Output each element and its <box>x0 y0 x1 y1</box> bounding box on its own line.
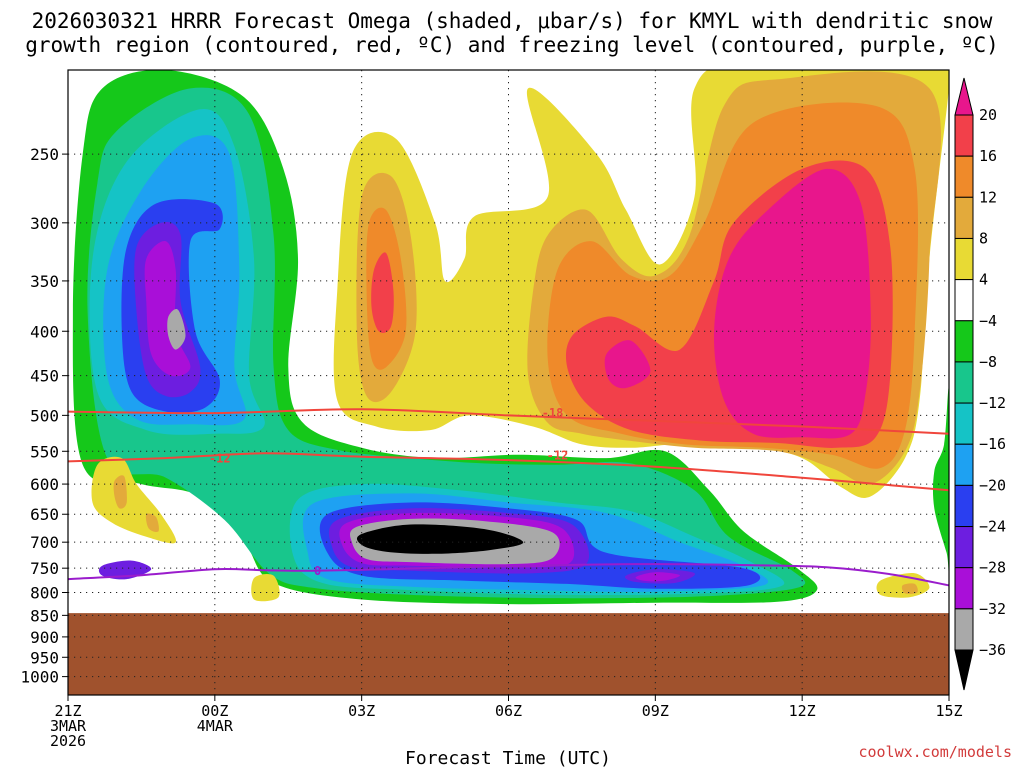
colorbar-bin-12 <box>954 567 974 610</box>
colorbar-bin-6 <box>954 320 974 363</box>
colorbar-bin-3 <box>954 196 974 239</box>
y-tick-label-450: 450 <box>30 367 59 386</box>
colorbar-tick-6: −8 <box>979 353 997 371</box>
y-tick-label-250: 250 <box>30 145 59 164</box>
colorbar-tick-13: −36 <box>979 641 1006 659</box>
x-tick-label-0-2: 2026 <box>50 732 86 750</box>
x-tick-label-15-0: 12Z <box>789 702 816 720</box>
colorbar-tick-7: −12 <box>979 394 1006 412</box>
colorbar: 20 16 12 8 4 −4 −8 −12 −16 −20 −24 −28 −32 −36 <box>954 77 1006 691</box>
y-tick-label-650: 650 <box>30 505 59 524</box>
colorbar-bin-7 <box>954 361 974 404</box>
y-tick-label-850: 850 <box>30 606 59 625</box>
y-tick-label-750: 750 <box>30 559 59 578</box>
dgz-contour-0 <box>68 408 949 435</box>
omega-region-32 <box>901 583 918 595</box>
colorbar-bin-5 <box>954 279 974 322</box>
chart-title-line-1: 2026030321 HRRR Forecast Omega (shaded, … <box>32 9 993 33</box>
colorbar-bin-8 <box>954 402 974 445</box>
y-tick-label-700: 700 <box>30 533 59 552</box>
colorbar-tick-9: −20 <box>979 476 1006 494</box>
omega-region-33 <box>932 388 949 575</box>
omega-region-1 <box>87 87 806 599</box>
omega-shading <box>72 70 949 605</box>
y-tick-label-400: 400 <box>30 322 59 341</box>
omega-region-29 <box>145 513 159 533</box>
x-tick-label-3-1: 4MAR <box>197 717 234 735</box>
dgz-label-minus12-a: -12 <box>209 452 231 466</box>
dgz-contour-1 <box>68 452 949 492</box>
credit-text: coolwx.com/models <box>858 743 1012 761</box>
omega-region-17 <box>356 524 524 554</box>
colorbar-tick-0: 20 <box>979 106 997 124</box>
colorbar-tick-10: −24 <box>979 518 1006 536</box>
x-tick-label-9-0: 06Z <box>495 702 522 720</box>
colorbar-bin-11 <box>954 526 974 569</box>
y-tick-label-600: 600 <box>30 475 59 494</box>
y-tick-label-500: 500 <box>30 406 59 425</box>
omega-region-25 <box>604 340 651 389</box>
colorbar-bin-2 <box>954 155 974 198</box>
colorbar-top-triangle <box>954 77 974 116</box>
colorbar-tick-12: −32 <box>979 600 1006 618</box>
omega-region-30 <box>251 573 280 602</box>
x-tick-label-0-0: 21Z <box>54 702 81 720</box>
y-tick-label-300: 300 <box>30 214 59 233</box>
chart-title-line-2: growth region (contoured, red, ºC) and f… <box>25 33 999 57</box>
y-axis-pressure-ticks: 250 300 350 400 450 500 550 600 650 700 750 800 850 9… <box>20 145 68 687</box>
terrain-below-ground <box>68 613 949 695</box>
colorbar-bin-4 <box>954 237 974 281</box>
y-tick-label-550: 550 <box>30 442 59 461</box>
y-tick-label-900: 900 <box>30 628 59 647</box>
y-tick-label-1000: 1000 <box>20 668 59 687</box>
y-tick-label-800: 800 <box>30 584 59 603</box>
colorbar-bin-1 <box>954 114 974 157</box>
colorbar-tick-11: −28 <box>979 559 1006 577</box>
colorbar-tick-5: −4 <box>979 312 997 330</box>
dgz-label-minus12-b: -12 <box>547 448 569 462</box>
x-tick-label-3-0: 00Z <box>201 702 228 720</box>
freezing-label-0: 0 <box>314 564 321 578</box>
x-axis-label: Forecast Time (UTC) <box>405 748 611 768</box>
x-tick-label-12-0: 09Z <box>642 702 669 720</box>
colorbar-bin-9 <box>954 443 974 486</box>
x-tick-label-18-0: 15Z <box>935 702 962 720</box>
temperature-contours: -18 -12 -12 0 <box>68 406 949 587</box>
x-tick-label-6-0: 03Z <box>348 702 375 720</box>
colorbar-tick-8: −16 <box>979 435 1006 453</box>
omega-region-26 <box>713 168 871 439</box>
omega-region-23 <box>371 252 394 333</box>
y-tick-label-950: 950 <box>30 648 59 667</box>
dgz-label-minus18: -18 <box>542 406 564 420</box>
colorbar-tick-3: 8 <box>979 229 988 247</box>
terrain-mask <box>68 613 949 695</box>
colorbar-tick-1: 16 <box>979 147 997 165</box>
omega-region-15 <box>167 308 186 350</box>
y-tick-label-350: 350 <box>30 272 59 291</box>
colorbar-tick-2: 12 <box>979 188 997 206</box>
colorbar-bin-13 <box>954 608 974 651</box>
x-tick-label-0-1: 3MAR <box>50 717 87 735</box>
colorbar-bin-10 <box>954 484 974 528</box>
omega-region-14 <box>635 572 680 582</box>
freezing-level-contour <box>68 563 949 587</box>
omega-region-28 <box>113 475 127 509</box>
grid-lines <box>68 70 949 695</box>
colorbar-bottom-triangle <box>954 649 974 691</box>
colorbar-tick-4: 4 <box>979 271 988 289</box>
